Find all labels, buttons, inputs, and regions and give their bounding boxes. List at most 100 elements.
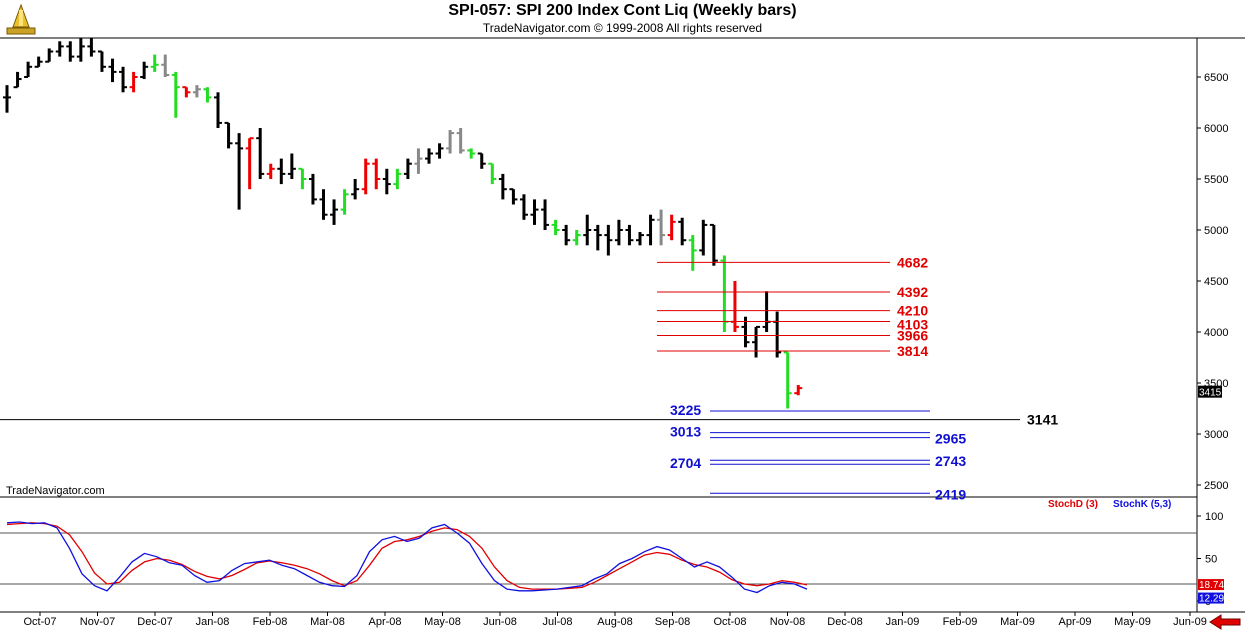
price-tick-label: 5000 <box>1204 225 1228 237</box>
watermark: TradeNavigator.com <box>6 485 105 497</box>
price-tick-label: 6000 <box>1204 123 1228 135</box>
date-tick-label: Oct-07 <box>23 616 56 628</box>
date-tick-label: Mar-09 <box>1000 616 1035 628</box>
ohlc-bar <box>477 152 486 169</box>
price-tick-label: 5500 <box>1204 174 1228 186</box>
ohlc-bar <box>730 281 739 332</box>
stoch-tick-label: 50 <box>1205 554 1217 566</box>
ohlc-bar <box>625 224 634 246</box>
ohlc-bar <box>456 128 465 154</box>
ohlc-bar <box>678 217 687 246</box>
ohlc-bar <box>646 214 655 246</box>
ohlc-bar <box>794 385 803 396</box>
date-tick-label: May-09 <box>1114 616 1151 628</box>
ohlc-bar <box>277 158 286 185</box>
ohlc-bar <box>403 158 412 179</box>
ohlc-bar <box>214 92 222 128</box>
ohlc-bar <box>414 148 423 174</box>
stoch-line-d <box>6 522 808 590</box>
date-tick-label: Nov-08 <box>770 616 805 628</box>
resistance-label: 3966 <box>897 327 928 343</box>
support-label: 2965 <box>935 431 966 447</box>
legend-stoch-d: StochD (3) <box>1048 499 1098 510</box>
date-tick-label: Sep-08 <box>655 616 690 628</box>
date-axis: Oct-07 Nov-07 Dec-07 Jan-08 Feb-08 Mar-08 Apr-… <box>23 612 1207 628</box>
ohlc-bar <box>446 130 455 154</box>
stoch-last-box <box>1198 579 1224 591</box>
ohlc-bar <box>55 41 64 57</box>
ohlc-bar <box>287 153 296 179</box>
copyright-notice: TradeNavigator.com © 1999-2008 All right… <box>482 21 763 35</box>
ohlc-bar <box>97 50 106 72</box>
ohlc-bar <box>604 224 613 256</box>
price-tick-label: 2500 <box>1204 480 1228 492</box>
ohlc-bar <box>266 163 275 179</box>
ohlc-bar <box>551 219 560 236</box>
ohlc-bar <box>688 235 697 271</box>
ohlc-bar <box>699 219 708 256</box>
stoch-last-box <box>1198 592 1224 604</box>
ohlc-bar <box>572 230 581 246</box>
resistance-label: 4210 <box>897 303 928 319</box>
ohlc-bar <box>614 219 623 246</box>
date-tick-label: Aug-08 <box>597 616 632 628</box>
ohlc-bar <box>752 325 761 358</box>
price-bars <box>3 38 803 409</box>
ohlc-bar <box>488 162 497 185</box>
ohlc-bar <box>330 199 339 225</box>
date-tick-label: Jun-08 <box>483 616 517 628</box>
legend-stoch-k: StochK (5,3) <box>1113 499 1172 510</box>
resistance-label: 3814 <box>897 343 928 359</box>
support-label: 3013 <box>670 424 701 440</box>
ohlc-bar <box>235 133 244 210</box>
ohlc-bar <box>66 41 75 62</box>
ohlc-bar <box>108 58 117 83</box>
ohlc-bar <box>372 158 381 190</box>
date-tick-label: Feb-09 <box>943 616 978 628</box>
ohlc-bar <box>298 167 307 190</box>
ohlc-bar <box>119 66 128 93</box>
date-tick-label: Mar-08 <box>310 616 345 628</box>
price-tick-label: 3000 <box>1204 429 1228 441</box>
ohlc-bar <box>24 61 33 78</box>
ohlc-bar <box>256 128 265 179</box>
ohlc-bar <box>182 86 191 98</box>
ohlc-bar <box>783 351 792 409</box>
date-tick-label: Oct-08 <box>713 616 746 628</box>
date-tick-label: Apr-09 <box>1058 616 1091 628</box>
resistance-label: 4103 <box>897 316 928 332</box>
ohlc-bar <box>45 48 54 63</box>
stoch-line-k <box>6 521 808 594</box>
ohlc-bar <box>245 137 254 190</box>
ohlc-bar <box>593 224 602 251</box>
last-price-box <box>1198 385 1222 398</box>
ohlc-bar <box>657 209 666 246</box>
ohlc-bar <box>171 71 180 118</box>
stoch-last-label: 12.29 <box>1199 594 1224 605</box>
support-label: 3225 <box>670 402 701 418</box>
support-label: 2743 <box>935 453 966 469</box>
date-tick-label: Jan-08 <box>196 616 230 628</box>
ohlc-bar <box>351 179 360 200</box>
ohlc-bar <box>192 85 201 98</box>
date-tick-label: Dec-08 <box>827 616 862 628</box>
ohlc-bar <box>87 38 96 57</box>
ohlc-bar <box>319 189 328 220</box>
date-tick-label: Apr-08 <box>368 616 401 628</box>
scroll-left-arrow-icon[interactable] <box>1208 614 1242 630</box>
price-tick-label: 6500 <box>1204 72 1228 84</box>
chart-title: SPI-057: SPI 200 Index Cont Liq (Weekly … <box>448 2 797 19</box>
date-tick-label: Feb-08 <box>253 616 288 628</box>
trend-line-label: 3141 <box>1027 412 1058 428</box>
ohlc-bar <box>340 189 349 215</box>
stoch-last-label: 18.74 <box>1199 580 1224 591</box>
ohlc-bar <box>76 38 85 62</box>
trade-navigator-logo-icon[interactable] <box>4 2 38 36</box>
date-tick-label: Nov-07 <box>80 616 115 628</box>
resistance-label: 4682 <box>897 254 928 270</box>
ohlc-bar <box>129 71 138 93</box>
date-tick-label: Jan-09 <box>886 616 920 628</box>
